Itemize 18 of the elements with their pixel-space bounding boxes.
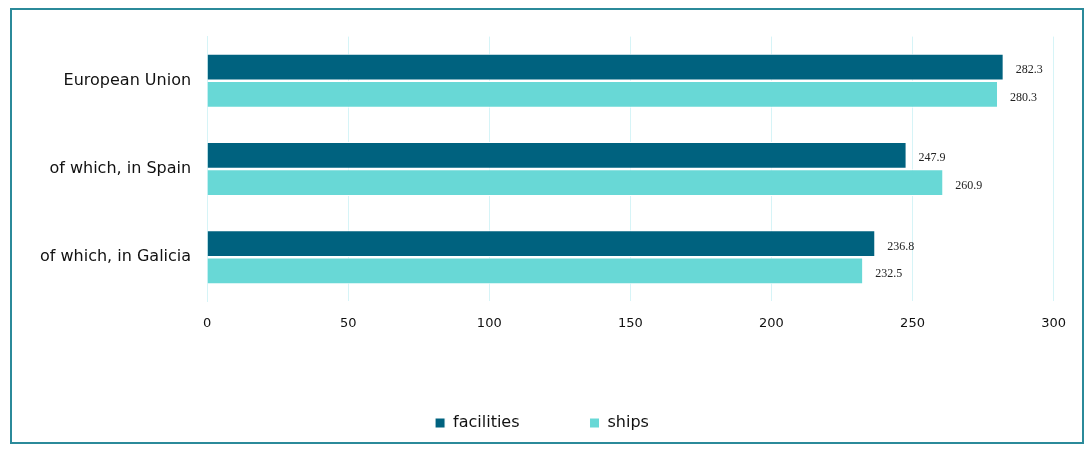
data-label: 247.9 (918, 150, 946, 165)
legend-label: ships (607, 412, 649, 432)
data-label: 236.8 (887, 238, 915, 253)
x-tick-label: 250 (900, 314, 925, 330)
y-tick-label: of which, in Spain (49, 158, 192, 178)
y-tick-label: of which, in Galicia (39, 246, 192, 266)
x-tick-label: 300 (1041, 314, 1067, 330)
x-tick-label: 150 (617, 314, 643, 330)
legend-label: facilities (453, 412, 520, 432)
x-tick-label: 200 (759, 314, 784, 330)
data-label: 260.9 (955, 177, 983, 192)
x-tick-label: 0 (202, 314, 212, 330)
data-label: 282.3 (1015, 62, 1043, 77)
x-tick-label: 100 (476, 314, 502, 330)
y-tick-label: European Union (63, 69, 192, 89)
x-tick-label: 50 (339, 314, 357, 330)
data-label: 232.5 (875, 266, 903, 281)
data-label: 280.3 (1010, 89, 1038, 104)
